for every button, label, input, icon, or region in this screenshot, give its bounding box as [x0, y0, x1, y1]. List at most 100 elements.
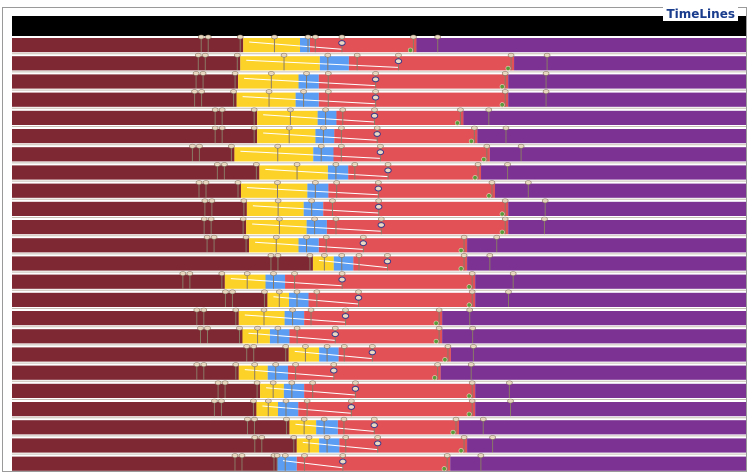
event-pin-icon: [201, 52, 209, 58]
event-pin-icon: [501, 89, 509, 94]
event-green-icon: [441, 466, 447, 471]
event-connector: [252, 223, 382, 232]
event-pin-icon: [251, 416, 258, 422]
phase-red-bar: [318, 74, 509, 89]
phase-yellow-bar: [246, 220, 307, 235]
event-pin-icon: [509, 271, 517, 276]
event-pin-icon: [203, 234, 211, 240]
phase-red-bar: [336, 110, 464, 125]
event-pin-icon: [435, 325, 443, 331]
event-pin-icon: [488, 180, 496, 185]
phase-before-bar: [12, 274, 225, 289]
event-pin-icon: [541, 198, 549, 204]
event-pin-icon: [311, 216, 318, 222]
phase-before-bar: [12, 311, 239, 326]
phase-yellow-bar: [296, 438, 320, 453]
event-pin-icon: [332, 216, 340, 222]
event-pin-icon: [231, 453, 239, 458]
phase-yellow-bar: [256, 402, 278, 417]
event-connector: [265, 168, 389, 178]
phase-purple-bar: [442, 329, 746, 344]
event-pin-icon: [471, 125, 478, 131]
phase-blue-bar: [269, 329, 290, 344]
event-pin-icon: [251, 362, 259, 367]
event-ring-icon: [377, 222, 385, 228]
event-pin-icon: [372, 71, 379, 76]
event-pin-icon: [322, 107, 329, 113]
event-green-icon: [407, 47, 413, 53]
event-pin-icon: [221, 162, 228, 167]
event-ring-icon: [394, 58, 403, 65]
event-connector: [263, 132, 378, 141]
phase-yellow-bar: [289, 420, 317, 435]
event-pin-icon: [221, 380, 229, 386]
phase-purple-bar: [475, 402, 746, 417]
event-pin-icon: [293, 162, 301, 167]
event-pin-icon: [302, 344, 309, 349]
phase-red-bar: [338, 347, 451, 362]
event-ring-icon: [331, 331, 339, 338]
phase-yellow-bar: [246, 201, 304, 216]
event-pin-icon: [253, 162, 260, 167]
event-pin-icon: [293, 289, 301, 295]
event-pin-icon: [233, 52, 241, 58]
event-ring-icon: [375, 203, 383, 210]
event-pin-icon: [244, 416, 251, 422]
phase-yellow-bar: [238, 365, 268, 380]
event-pin-icon: [265, 89, 273, 94]
event-pin-icon: [317, 143, 325, 149]
phase-blue-bar: [277, 402, 299, 417]
phase-purple-bar: [467, 238, 746, 253]
phase-before-bar: [12, 110, 258, 125]
phase-before-bar: [12, 383, 261, 398]
event-pin-icon: [218, 398, 225, 404]
event-pin-icon: [293, 325, 301, 331]
event-connector: [295, 423, 375, 432]
phase-yellow-bar: [312, 256, 334, 271]
event-pin-icon: [505, 289, 512, 295]
event-pin-icon: [303, 398, 311, 404]
phase-before-bar: [12, 456, 277, 471]
event-pin-icon: [250, 125, 258, 131]
event-connector: [294, 350, 373, 360]
event-green-icon: [458, 247, 464, 253]
event-pin-icon: [272, 234, 280, 240]
event-pin-icon: [452, 416, 460, 422]
phase-red-bar: [334, 129, 478, 144]
event-pin-icon: [230, 89, 237, 94]
phase-yellow-bar: [257, 129, 316, 144]
phase-before-bar: [12, 183, 242, 198]
phase-red-bar: [287, 365, 441, 380]
event-connector: [244, 369, 334, 378]
event-ring-icon: [338, 276, 346, 283]
event-pin-icon: [199, 71, 207, 76]
event-pin-icon: [329, 198, 336, 204]
event-pin-icon: [254, 325, 261, 331]
event-pin-icon: [324, 71, 332, 76]
phase-purple-bar: [440, 365, 746, 380]
event-pin-icon: [193, 307, 201, 313]
event-ring-icon: [383, 258, 392, 265]
phase-before-bar: [12, 329, 243, 344]
event-green-icon: [458, 448, 464, 454]
event-pin-icon: [348, 398, 355, 404]
phase-yellow-bar: [234, 147, 314, 162]
event-pin-icon: [208, 198, 216, 204]
event-pin-icon: [507, 52, 515, 58]
event-ring-icon: [384, 167, 392, 174]
event-pin-icon: [204, 34, 212, 40]
phase-red-bar: [304, 383, 476, 398]
event-connector: [244, 77, 376, 87]
event-ring-icon: [373, 440, 382, 447]
phase-yellow-bar: [259, 165, 328, 180]
event-pin-icon: [271, 34, 278, 40]
phase-yellow-bar: [242, 329, 270, 344]
event-pin-icon: [467, 362, 475, 367]
event-pin-icon: [435, 307, 443, 313]
event-pin-icon: [258, 435, 266, 440]
event-pin-icon: [243, 344, 251, 349]
event-pin-icon: [524, 180, 532, 185]
event-ring-icon: [374, 185, 383, 192]
event-pin-icon: [250, 344, 258, 349]
event-pin-icon: [300, 416, 308, 422]
